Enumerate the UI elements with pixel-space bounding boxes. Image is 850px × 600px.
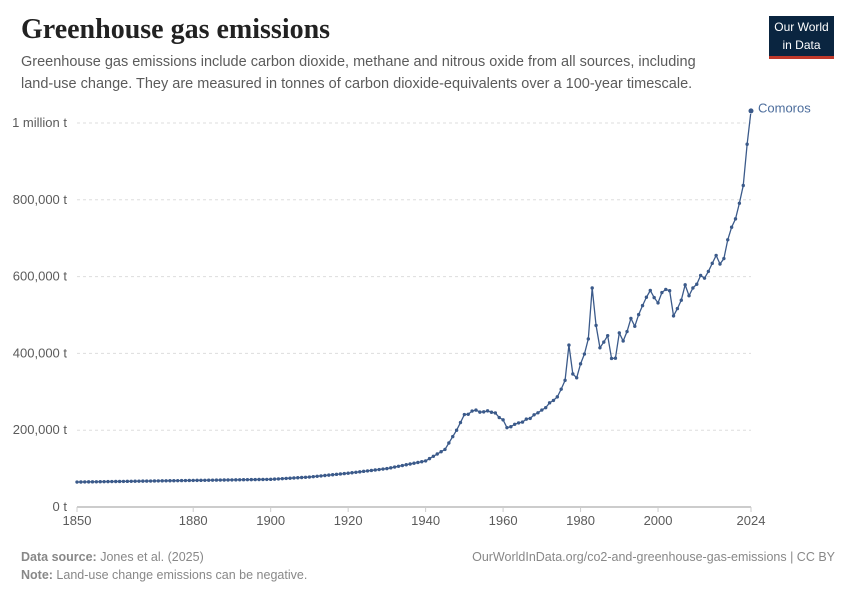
svg-text:Comoros: Comoros: [758, 101, 811, 116]
svg-text:1 million t: 1 million t: [12, 115, 67, 130]
svg-text:1980: 1980: [566, 513, 595, 528]
svg-text:400,000 t: 400,000 t: [13, 345, 68, 360]
svg-text:1880: 1880: [179, 513, 208, 528]
svg-text:1940: 1940: [411, 513, 440, 528]
svg-text:1960: 1960: [489, 513, 518, 528]
svg-text:2024: 2024: [737, 513, 766, 528]
svg-text:0 t: 0 t: [53, 499, 68, 514]
svg-text:600,000 t: 600,000 t: [13, 269, 68, 284]
svg-text:1920: 1920: [334, 513, 363, 528]
svg-text:1900: 1900: [256, 513, 285, 528]
svg-text:800,000 t: 800,000 t: [13, 192, 68, 207]
svg-text:200,000 t: 200,000 t: [13, 422, 68, 437]
svg-text:2000: 2000: [644, 513, 673, 528]
svg-text:1850: 1850: [63, 513, 92, 528]
